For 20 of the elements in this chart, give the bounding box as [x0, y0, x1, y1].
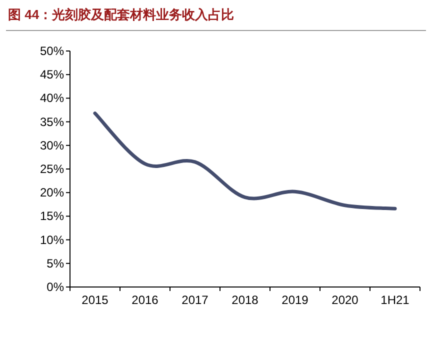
y-tick-label: 10% [40, 232, 64, 247]
y-tick-label: 30% [40, 138, 64, 152]
x-tick-label: 1H21 [380, 293, 410, 307]
y-tick-label: 5% [46, 256, 64, 270]
y-tick-label: 0% [46, 280, 64, 294]
y-tick-label: 40% [40, 91, 64, 106]
y-tick-label: 25% [40, 162, 64, 176]
y-tick-label: 20% [40, 186, 64, 200]
y-tick-label: 15% [40, 209, 64, 224]
y-tick-label: 50% [40, 44, 64, 58]
x-tick-label: 2015 [82, 293, 109, 307]
chart-title: 图 44：光刻胶及配套材料业务收入占比 [8, 6, 234, 24]
x-tick-label: 2018 [232, 293, 259, 307]
x-tick-label: 2019 [282, 293, 309, 307]
y-tick-label: 35% [40, 114, 64, 129]
line-series [93, 112, 397, 210]
x-tick-label: 2020 [332, 293, 359, 307]
y-tick-label: 45% [40, 68, 64, 82]
x-tick-label: 2017 [182, 293, 209, 307]
x-tick-label: 2016 [132, 293, 159, 307]
